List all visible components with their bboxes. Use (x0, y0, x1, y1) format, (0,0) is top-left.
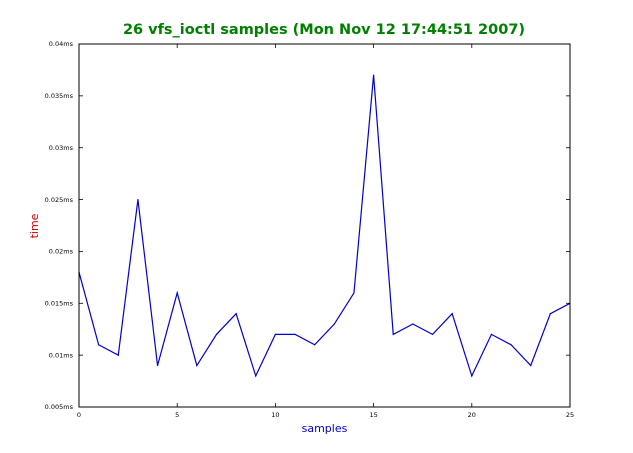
data-point (215, 333, 218, 335)
data-point (274, 333, 276, 335)
data-point (314, 344, 316, 346)
y-tick-label: 0.035ms (45, 92, 74, 100)
y-tick-label: 0.015ms (45, 299, 74, 307)
y-tick-label: 0.02ms (49, 248, 74, 256)
x-tick-label: 10 (271, 411, 279, 419)
x-tick-label: 20 (468, 411, 476, 419)
data-point (333, 323, 335, 325)
y-axis-label: time (28, 213, 41, 238)
data-point (353, 292, 355, 294)
y-tick-label: 0.01ms (49, 351, 74, 359)
data-point (431, 333, 434, 335)
data-point (549, 313, 551, 315)
chart-title: 26 vfs_ioctl samples (Mon Nov 12 17:44:5… (123, 22, 525, 38)
series-line-0 (78, 75, 571, 378)
data-point (451, 313, 453, 315)
data-point (255, 375, 257, 377)
x-tick-label: 0 (77, 411, 81, 419)
data-point (412, 323, 414, 325)
data-point (117, 354, 119, 356)
data-point (137, 198, 139, 201)
y-tick-label: 0.005ms (45, 403, 74, 411)
data-point (510, 344, 512, 346)
data-point (196, 364, 198, 367)
x-tick-label: 15 (369, 411, 377, 419)
data-point (98, 344, 100, 346)
data-point (490, 333, 493, 335)
x-tick-label: 25 (566, 411, 574, 419)
data-point (530, 364, 532, 367)
x-axis-label: samples (302, 422, 348, 435)
plot-frame (78, 43, 571, 408)
data-point (392, 333, 394, 335)
data-point (176, 292, 178, 294)
data-point (294, 333, 296, 335)
y-tick-label: 0.025ms (45, 196, 74, 204)
data-point (235, 313, 237, 315)
y-tick-label: 0.04ms (49, 40, 74, 48)
data-point (471, 375, 473, 377)
plot-area: 0 5 10 15 20 25 0.005ms 0.01ms 0.015ms 0.02ms 0.02… (45, 40, 574, 419)
data-point (156, 364, 159, 367)
data-point (373, 74, 375, 76)
y-tick-label: 0.03ms (49, 144, 74, 152)
x-tick-label: 5 (175, 411, 179, 419)
